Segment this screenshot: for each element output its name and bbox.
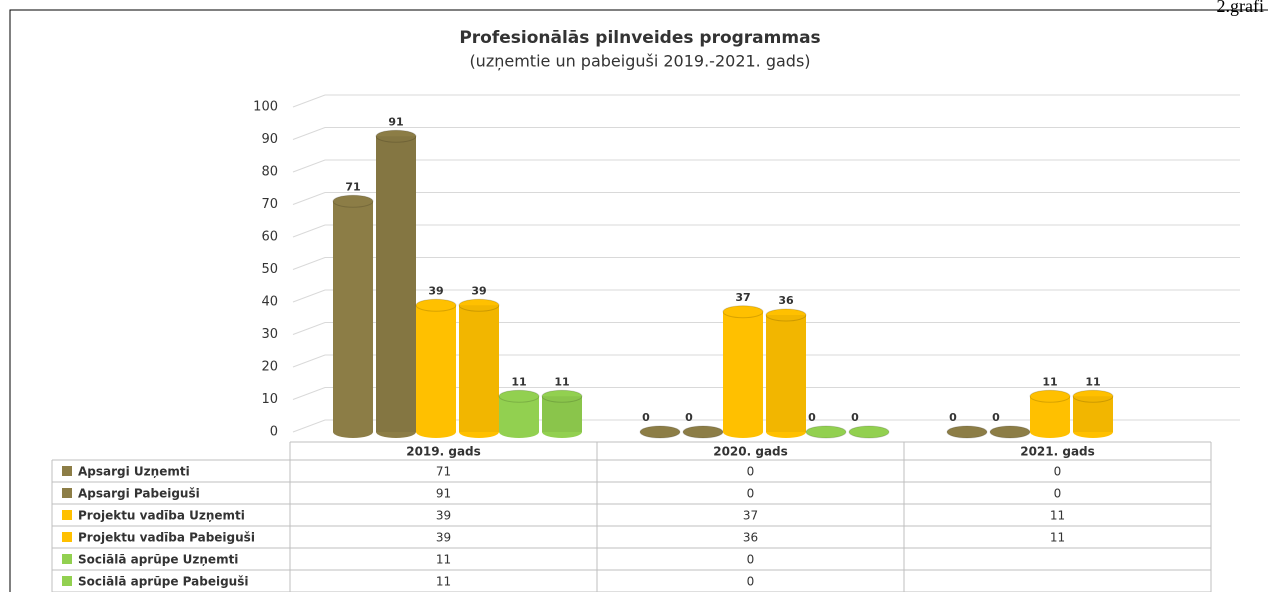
data-label: 11 <box>1085 375 1100 388</box>
legend-swatch <box>62 576 72 586</box>
y-tick-label: 90 <box>261 132 278 147</box>
table-cell: 39 <box>436 531 451 545</box>
bar <box>682 425 724 439</box>
table-cell: 11 <box>436 575 451 589</box>
data-label: 0 <box>642 411 650 424</box>
table-cell: 0 <box>747 487 755 501</box>
data-label: 71 <box>345 180 360 193</box>
table-cell: 11 <box>436 553 451 567</box>
table-cell: 39 <box>436 509 451 523</box>
page-label: 2.grafi <box>1216 0 1264 16</box>
legend-label: Apsargi Pabeiguši <box>78 487 200 501</box>
table-cell: 36 <box>743 531 758 545</box>
bar <box>848 425 890 439</box>
y-tick-label: 10 <box>261 392 278 407</box>
y-tick-label: 50 <box>261 262 278 277</box>
bar <box>1029 389 1071 438</box>
table-cell: 71 <box>436 465 451 479</box>
x-tick-label: 2019. gads <box>406 445 481 459</box>
data-label: 91 <box>388 115 403 128</box>
bar <box>946 425 988 439</box>
table-cell: 0 <box>747 575 755 589</box>
chart-title: Profesionālās pilnveides programmas <box>459 28 820 48</box>
x-tick-label: 2021. gads <box>1020 445 1095 459</box>
grid-line <box>292 387 1240 400</box>
grid-line <box>292 419 1240 433</box>
x-tick-label: 2020. gads <box>713 445 788 459</box>
y-tick-label: 70 <box>261 197 278 212</box>
bar <box>722 305 764 438</box>
bar <box>989 425 1031 439</box>
data-label: 39 <box>428 284 443 297</box>
bar <box>458 298 500 438</box>
grid-line <box>292 354 1240 368</box>
data-label: 39 <box>471 284 486 297</box>
legend-swatch <box>62 554 72 564</box>
grid-line <box>292 224 1240 238</box>
table-cell: 0 <box>747 465 755 479</box>
data-label: 11 <box>511 375 526 388</box>
legend-label: Projektu vadība Pabeiguši <box>78 531 255 545</box>
y-tick-label: 20 <box>261 360 278 375</box>
data-label: 0 <box>851 411 859 424</box>
grid-line <box>292 192 1240 205</box>
chart-border <box>9 9 1268 592</box>
data-label: 36 <box>778 294 794 307</box>
grid-line <box>292 322 1240 335</box>
legend-swatch <box>62 532 72 542</box>
bar <box>332 194 374 438</box>
grid-line <box>292 289 1240 303</box>
legend-label: Sociālā aprūpe Uzņemti <box>78 553 238 567</box>
bar <box>1072 389 1114 438</box>
table-cell: 11 <box>1050 509 1065 523</box>
bar <box>415 298 457 438</box>
table-cell: 0 <box>747 553 755 567</box>
bar <box>639 425 681 439</box>
bar <box>375 129 417 438</box>
bar <box>541 389 583 438</box>
grid-line <box>292 94 1240 108</box>
legend-swatch <box>62 466 72 476</box>
y-tick-label: 100 <box>253 100 278 115</box>
data-label: 0 <box>949 411 957 424</box>
legend-swatch <box>62 510 72 520</box>
bar <box>765 308 807 438</box>
grid-line <box>292 127 1240 140</box>
legend-label: Sociālā aprūpe Pabeiguši <box>78 575 248 589</box>
y-tick-label: 0 <box>270 425 278 440</box>
y-tick-label: 40 <box>261 295 278 310</box>
chart-subtitle: (uzņemtie un pabeiguši 2019.-2021. gads) <box>469 52 810 71</box>
bar <box>498 389 540 438</box>
data-label: 0 <box>992 411 1000 424</box>
table-cell: 0 <box>1054 487 1062 501</box>
data-label: 37 <box>735 291 750 304</box>
y-tick-label: 60 <box>261 230 278 245</box>
legend-swatch <box>62 488 72 498</box>
data-label: 11 <box>1042 375 1057 388</box>
legend-label: Projektu vadība Uzņemti <box>78 509 245 523</box>
y-tick-label: 30 <box>261 327 278 342</box>
y-tick-label: 80 <box>261 165 278 180</box>
table-cell: 91 <box>436 487 451 501</box>
table-cell: 37 <box>743 509 758 523</box>
table-cell: 0 <box>1054 465 1062 479</box>
grid-line <box>292 159 1240 173</box>
bar <box>805 425 847 439</box>
data-label: 0 <box>685 411 693 424</box>
legend-label: Apsargi Uzņemti <box>78 465 190 479</box>
data-label: 0 <box>808 411 816 424</box>
table-cell: 11 <box>1050 531 1065 545</box>
grid-line <box>292 257 1240 270</box>
data-label: 11 <box>554 375 569 388</box>
